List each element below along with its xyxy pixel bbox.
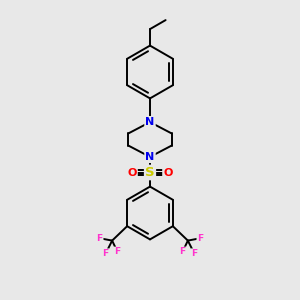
Text: F: F xyxy=(197,234,203,243)
Text: F: F xyxy=(97,234,103,243)
Text: F: F xyxy=(179,248,185,256)
Text: N: N xyxy=(146,117,154,127)
Text: F: F xyxy=(115,248,121,256)
Text: O: O xyxy=(127,167,137,178)
Text: N: N xyxy=(146,152,154,162)
Text: F: F xyxy=(191,249,197,258)
Text: S: S xyxy=(145,166,155,179)
Text: F: F xyxy=(103,249,109,258)
Text: O: O xyxy=(163,167,173,178)
